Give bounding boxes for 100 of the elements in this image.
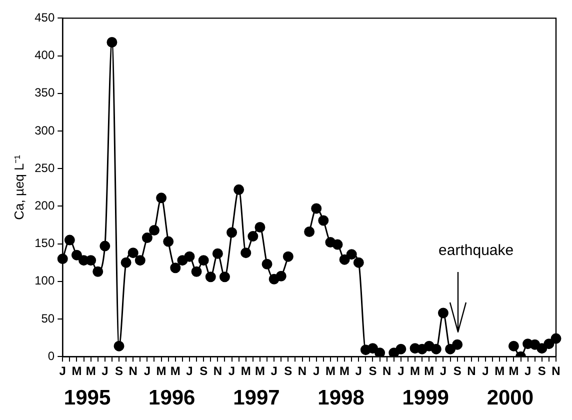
x-tick-label: J [102, 364, 108, 378]
point [396, 344, 406, 354]
point [367, 343, 378, 354]
y-tick-label: 400 [34, 48, 55, 62]
x-tick-label: J [524, 364, 532, 378]
point [276, 270, 286, 282]
x-tick-label: N [382, 364, 392, 378]
point [353, 257, 364, 268]
point [205, 272, 216, 282]
point [86, 255, 96, 266]
x-tick-label: M [72, 364, 82, 378]
x-tick-label: M [508, 364, 519, 378]
point [304, 226, 315, 238]
point [71, 250, 82, 260]
point [191, 266, 202, 277]
x-tick-label: S [115, 364, 124, 378]
point [339, 254, 350, 265]
x-tick-label: J [228, 364, 236, 378]
point [219, 272, 230, 282]
y-tick-label: 350 [34, 86, 55, 100]
point [106, 37, 118, 48]
y-tick-label: 450 [34, 10, 55, 25]
point [430, 344, 442, 354]
x-tick-label: J [398, 364, 404, 378]
x-tick-label: N [467, 364, 476, 378]
text: 1997 [233, 386, 280, 410]
y-tick-label: 300 [34, 123, 55, 138]
x-tick-label: S [538, 364, 546, 378]
x-tick-label: N [552, 364, 560, 378]
y-tick-label: 250 [34, 160, 55, 175]
x-tick-label: S [200, 364, 208, 378]
point [163, 236, 174, 247]
point [536, 343, 548, 354]
x-tick-label: N [128, 364, 138, 378]
point [64, 234, 75, 246]
x-tick-label: S [368, 364, 377, 378]
text: 1998 [318, 386, 365, 410]
y-tick-label: 100 [34, 274, 55, 288]
point [226, 227, 238, 238]
y-tick-label: 50 [41, 311, 55, 326]
x-tick-label: N [298, 364, 307, 378]
x-tick-label: M [410, 364, 420, 378]
text: 1995 [64, 386, 111, 410]
point [134, 255, 146, 266]
x-tick-label: M [494, 364, 505, 378]
point [198, 255, 209, 266]
y-tick-label: 0 [48, 348, 55, 363]
x-tick-label: M [240, 364, 251, 378]
x-tick-label: J [59, 364, 66, 378]
x-tick-label: S [284, 364, 292, 378]
x-tick-label: M [325, 364, 336, 378]
y-axis-title: Ca, µeq L⁻¹ [11, 154, 26, 220]
x-tick-label: J [440, 364, 447, 378]
point [184, 251, 195, 262]
point [170, 262, 181, 274]
x-tick-label: J [355, 364, 362, 378]
point [374, 348, 386, 357]
point [544, 338, 554, 350]
point [254, 222, 266, 233]
text: 2000 [486, 386, 534, 410]
point [282, 251, 294, 262]
x-tick-label: M [170, 364, 180, 378]
x-tick-label: N [213, 364, 222, 378]
point [438, 308, 448, 318]
x-tick-label: J [313, 364, 320, 378]
point [262, 258, 272, 270]
point [120, 257, 132, 268]
x-tick-label: M [156, 364, 166, 378]
point [311, 203, 322, 214]
x-tick-label: M [424, 364, 434, 378]
x-tick-label: S [453, 364, 462, 378]
point [452, 339, 463, 350]
point [346, 249, 357, 260]
point [156, 192, 167, 204]
point [142, 232, 152, 244]
x-tick-label: M [86, 364, 96, 378]
point [240, 248, 252, 258]
point [114, 340, 124, 352]
x-tick-label: M [254, 364, 265, 378]
x-tick-label: J [186, 364, 193, 378]
point [508, 340, 519, 352]
x-tick-label: M [340, 364, 350, 378]
text: 1996 [148, 386, 196, 410]
point [100, 240, 110, 252]
point [128, 248, 138, 258]
x-tick-label: J [270, 364, 278, 378]
point [149, 225, 160, 236]
text: 1999 [402, 386, 449, 410]
y-tick-label: 150 [34, 236, 55, 250]
x-tick-label: J [144, 364, 151, 378]
x-tick-label: J [482, 364, 489, 378]
point [445, 344, 456, 354]
point [332, 239, 343, 250]
y-tick-label: 200 [34, 198, 55, 213]
point [92, 266, 104, 277]
annotation: earthquake [438, 242, 514, 259]
point [234, 184, 244, 195]
point [212, 248, 223, 259]
point [318, 215, 329, 226]
point [248, 231, 258, 242]
